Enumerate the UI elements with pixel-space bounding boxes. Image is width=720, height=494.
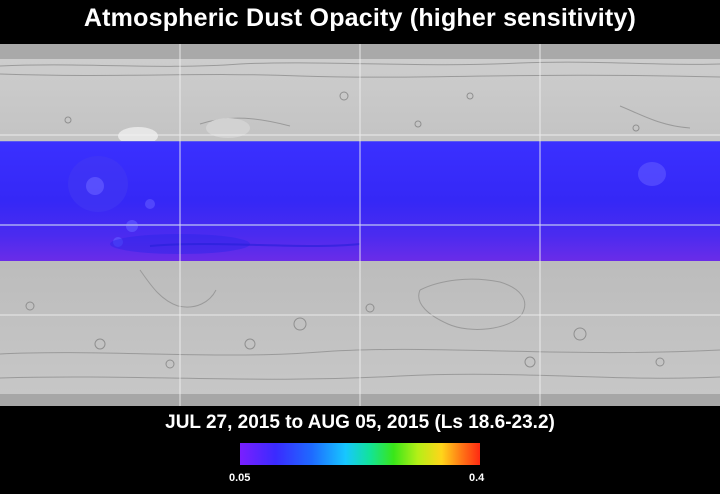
date-range-label: JUL 27, 2015 to AUG 05, 2015 (Ls 18.6-23… <box>165 412 555 433</box>
colorbar <box>240 443 480 465</box>
colorbar-min-label: 0.05 <box>229 472 251 484</box>
terrain-features <box>0 61 720 380</box>
map-svg <box>0 44 720 406</box>
map-grid <box>0 44 720 406</box>
crater-marks <box>25 91 665 369</box>
page-title: Atmospheric Dust Opacity (higher sensiti… <box>83 4 637 32</box>
bright-highlands <box>118 118 250 145</box>
mars-map <box>0 44 720 406</box>
colorbar-max-label: 0.4 <box>469 472 485 484</box>
